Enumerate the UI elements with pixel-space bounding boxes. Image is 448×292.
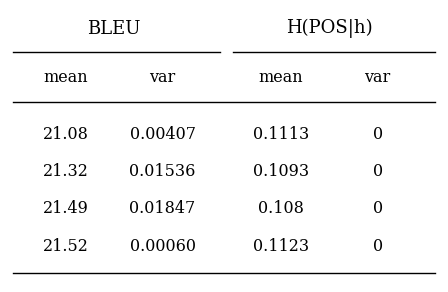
Text: mean: mean	[259, 69, 303, 86]
Text: 0.00060: 0.00060	[129, 238, 195, 255]
Text: 0.1093: 0.1093	[253, 163, 309, 180]
Text: 21.49: 21.49	[43, 200, 89, 218]
Text: 21.52: 21.52	[43, 238, 89, 255]
Text: var: var	[365, 69, 391, 86]
Text: 0.01847: 0.01847	[129, 200, 196, 218]
Text: 21.32: 21.32	[43, 163, 89, 180]
Text: 0.108: 0.108	[258, 200, 304, 218]
Text: 0: 0	[373, 200, 383, 218]
Text: BLEU: BLEU	[87, 20, 141, 38]
Text: 0.1123: 0.1123	[253, 238, 309, 255]
Text: 0: 0	[373, 163, 383, 180]
Text: 0.00407: 0.00407	[129, 126, 195, 143]
Text: 0.01536: 0.01536	[129, 163, 196, 180]
Text: mean: mean	[43, 69, 88, 86]
Text: 21.08: 21.08	[43, 126, 89, 143]
Text: H(POS|h): H(POS|h)	[286, 19, 373, 38]
Text: 0.1113: 0.1113	[253, 126, 309, 143]
Text: 0: 0	[373, 238, 383, 255]
Text: 0: 0	[373, 126, 383, 143]
Text: var: var	[150, 69, 176, 86]
